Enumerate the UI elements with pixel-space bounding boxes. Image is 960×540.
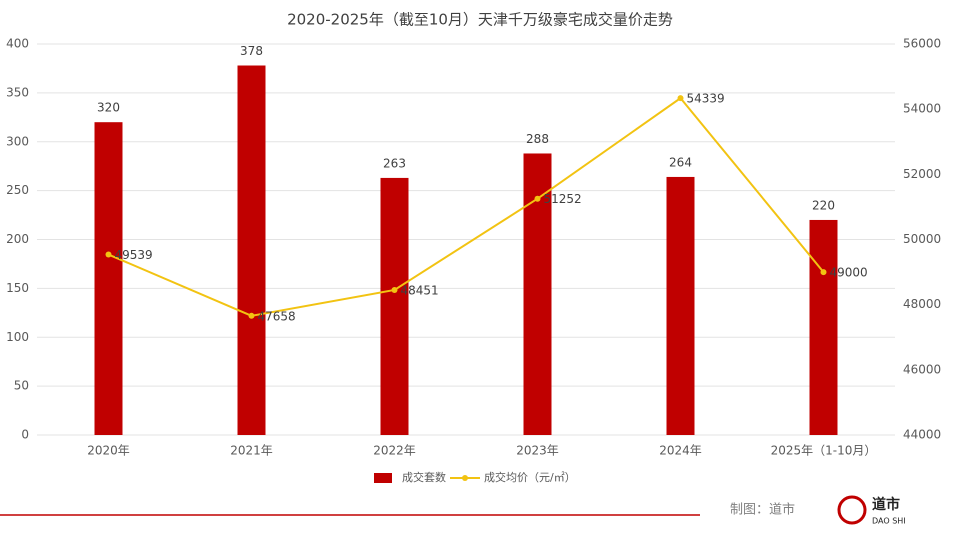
y2-tick-label: 50000 <box>903 232 941 246</box>
y2-tick-label: 54000 <box>903 102 941 116</box>
line <box>108 96 825 317</box>
x-tick-label: 2022年 <box>373 444 416 458</box>
bar-value-label: 220 <box>812 198 835 212</box>
line-value-label: 49000 <box>830 266 868 280</box>
line-point <box>105 251 112 258</box>
bar <box>809 219 838 435</box>
line-point <box>677 95 684 102</box>
bar-value-label: 263 <box>383 156 406 170</box>
logo-subtitle: DAO SHI <box>872 517 906 526</box>
y-tick-label: 150 <box>6 281 29 295</box>
bar <box>94 122 123 435</box>
x-tick-label: 2020年 <box>87 444 130 458</box>
legend-swatch <box>374 473 392 483</box>
x-tick-label: 2021年 <box>230 444 273 458</box>
y-tick-label: 100 <box>6 330 29 344</box>
y2-tick-label: 46000 <box>903 362 941 376</box>
y-tick-label: 0 <box>21 428 29 442</box>
logo-icon <box>837 495 867 525</box>
y2-tick-label: 56000 <box>903 37 941 51</box>
chart-title: 2020-2025年（截至10月）天津千万级豪宅成交量价走势 <box>287 11 673 29</box>
bar-value-label: 320 <box>97 101 120 115</box>
bar <box>380 177 409 436</box>
line-value-label: 47658 <box>258 309 296 323</box>
y-tick-label: 50 <box>14 379 29 393</box>
x-tick-label: 2025年（1-10月） <box>771 444 877 458</box>
line-point <box>248 312 255 319</box>
source: 制图：道市 <box>730 502 795 518</box>
y2-tick-label: 44000 <box>903 428 941 442</box>
x-tick-label: 2024年 <box>659 444 702 458</box>
bar-value-label: 288 <box>526 132 549 146</box>
x-tick-label: 2023年 <box>516 444 559 458</box>
y2-tick-label: 48000 <box>903 297 941 311</box>
bar-value-label: 378 <box>240 44 263 58</box>
bar-value-label: 264 <box>669 155 692 169</box>
line-value-label: 49539 <box>115 248 153 262</box>
y-tick-label: 300 <box>6 134 29 148</box>
y-tick-label: 200 <box>6 232 29 246</box>
line-point <box>820 269 827 276</box>
legend-label: 成交套数 <box>402 470 446 484</box>
y-tick-label: 400 <box>6 37 29 51</box>
line-point <box>534 195 541 202</box>
line-point <box>391 286 398 293</box>
y-tick-label: 350 <box>6 85 29 99</box>
legend-label: 成交均价（元/㎡） <box>484 470 576 484</box>
line-value-label: 54339 <box>687 92 725 106</box>
y-tick-label: 250 <box>6 183 29 197</box>
line-value-label: 48451 <box>401 283 439 297</box>
legend-swatch <box>462 475 468 481</box>
y2-tick-label: 52000 <box>903 167 941 181</box>
bar <box>237 65 266 435</box>
bar <box>666 176 695 435</box>
line-value-label: 51252 <box>544 192 582 206</box>
logo-name: 道市 <box>872 496 900 513</box>
